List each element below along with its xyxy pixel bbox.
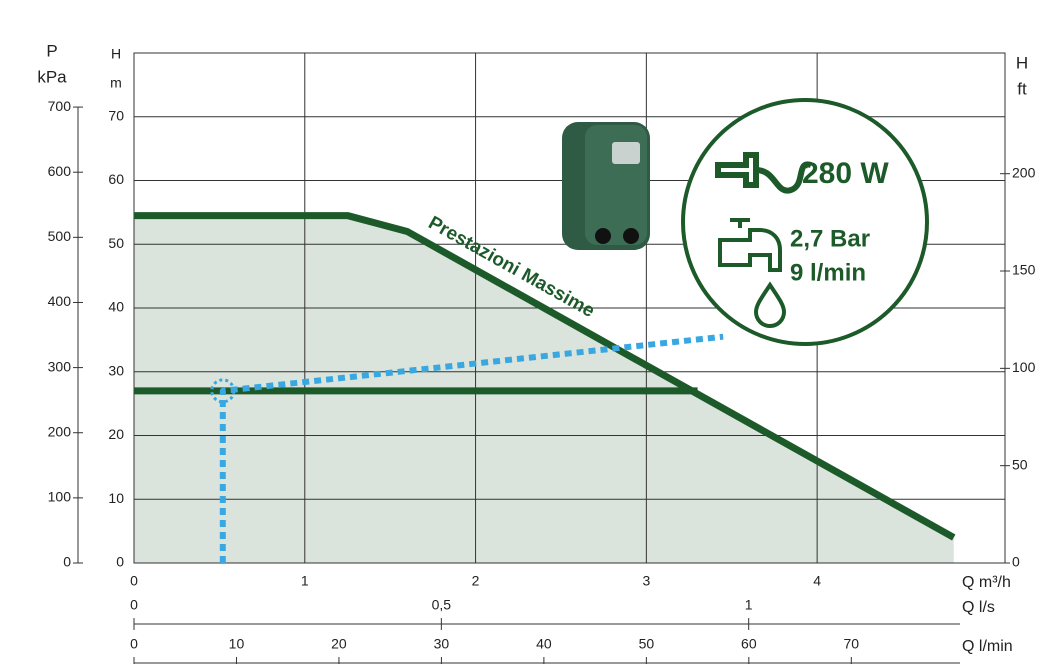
y-tick-label: 40 (108, 299, 124, 315)
y-tick-label: 70 (108, 107, 124, 123)
curve (134, 212, 956, 541)
ft-tick-label: 100 (1012, 359, 1036, 375)
y-axis-unit: m (110, 75, 122, 91)
ft-tick-label: 200 (1012, 164, 1036, 180)
y-tick-label: 10 (108, 490, 124, 506)
ft-tick-label: 50 (1012, 456, 1028, 472)
ft-axis-title: H (1016, 53, 1028, 72)
x-tick-label: 4 (813, 573, 821, 589)
pump-port (623, 228, 639, 244)
tick-label: 10 (229, 636, 245, 652)
badge-circle (681, 98, 929, 346)
badge-flow: 9 l/min (790, 259, 866, 286)
tick-label: 40 (536, 636, 552, 652)
x-tick-label: 1 (301, 573, 309, 589)
p-tick-label: 600 (48, 163, 72, 179)
tick-label: 70 (844, 636, 860, 652)
x-axis-title: Q m³/h (962, 574, 1011, 591)
drop-icon (753, 281, 787, 328)
axis-title: Q l/s (962, 599, 995, 616)
y-tick-label: 60 (108, 171, 124, 187)
ft-axis-unit: ft (1017, 79, 1027, 98)
x-tick-label: 2 (472, 573, 480, 589)
y-tick-label: 50 (108, 235, 124, 251)
operating-point (210, 378, 236, 404)
x-tick-label: 3 (642, 573, 650, 589)
p-tick-label: 700 (48, 98, 72, 114)
operating-line (219, 333, 724, 563)
badge: 280 W 2,7 Bar 9 l/min (681, 98, 929, 346)
ft-tick-label: 0 (1012, 554, 1020, 570)
x-tick-label: 0 (130, 573, 138, 589)
y-tick-label: 30 (108, 362, 124, 378)
tap-icon (718, 218, 782, 272)
y-axis-title: H (111, 46, 121, 62)
badge-pressure: 2,7 Bar (790, 225, 870, 252)
p-tick-label: 0 (63, 554, 71, 570)
p-tick-label: 300 (48, 358, 72, 374)
p-tick-label: 400 (48, 293, 72, 309)
axis-title: Q l/min (962, 638, 1013, 655)
pump-display (612, 142, 640, 164)
tick-label: 0 (130, 597, 138, 613)
pump-port (595, 228, 611, 244)
y-tick-label: 0 (116, 554, 124, 570)
badge-power: 280 W (802, 157, 889, 190)
tick-label: 50 (639, 636, 655, 652)
p-tick-label: 500 (48, 228, 72, 244)
tick-label: 1 (745, 597, 753, 613)
tick-label: 30 (434, 636, 450, 652)
p-tick-label: 200 (48, 423, 72, 439)
tick-label: 0,5 (432, 597, 452, 613)
p-axis-title: P (46, 41, 57, 60)
p-tick-label: 100 (48, 489, 72, 505)
p-axis-unit: kPa (37, 67, 67, 86)
tick-label: 20 (331, 636, 347, 652)
tick-label: 0 (130, 636, 138, 652)
tick-label: 60 (741, 636, 757, 652)
plug-icon (715, 152, 812, 194)
ft-tick-label: 150 (1012, 262, 1036, 278)
y-tick-label: 20 (108, 426, 124, 442)
plot-frame (133, 52, 1006, 564)
pump-image (562, 122, 650, 250)
